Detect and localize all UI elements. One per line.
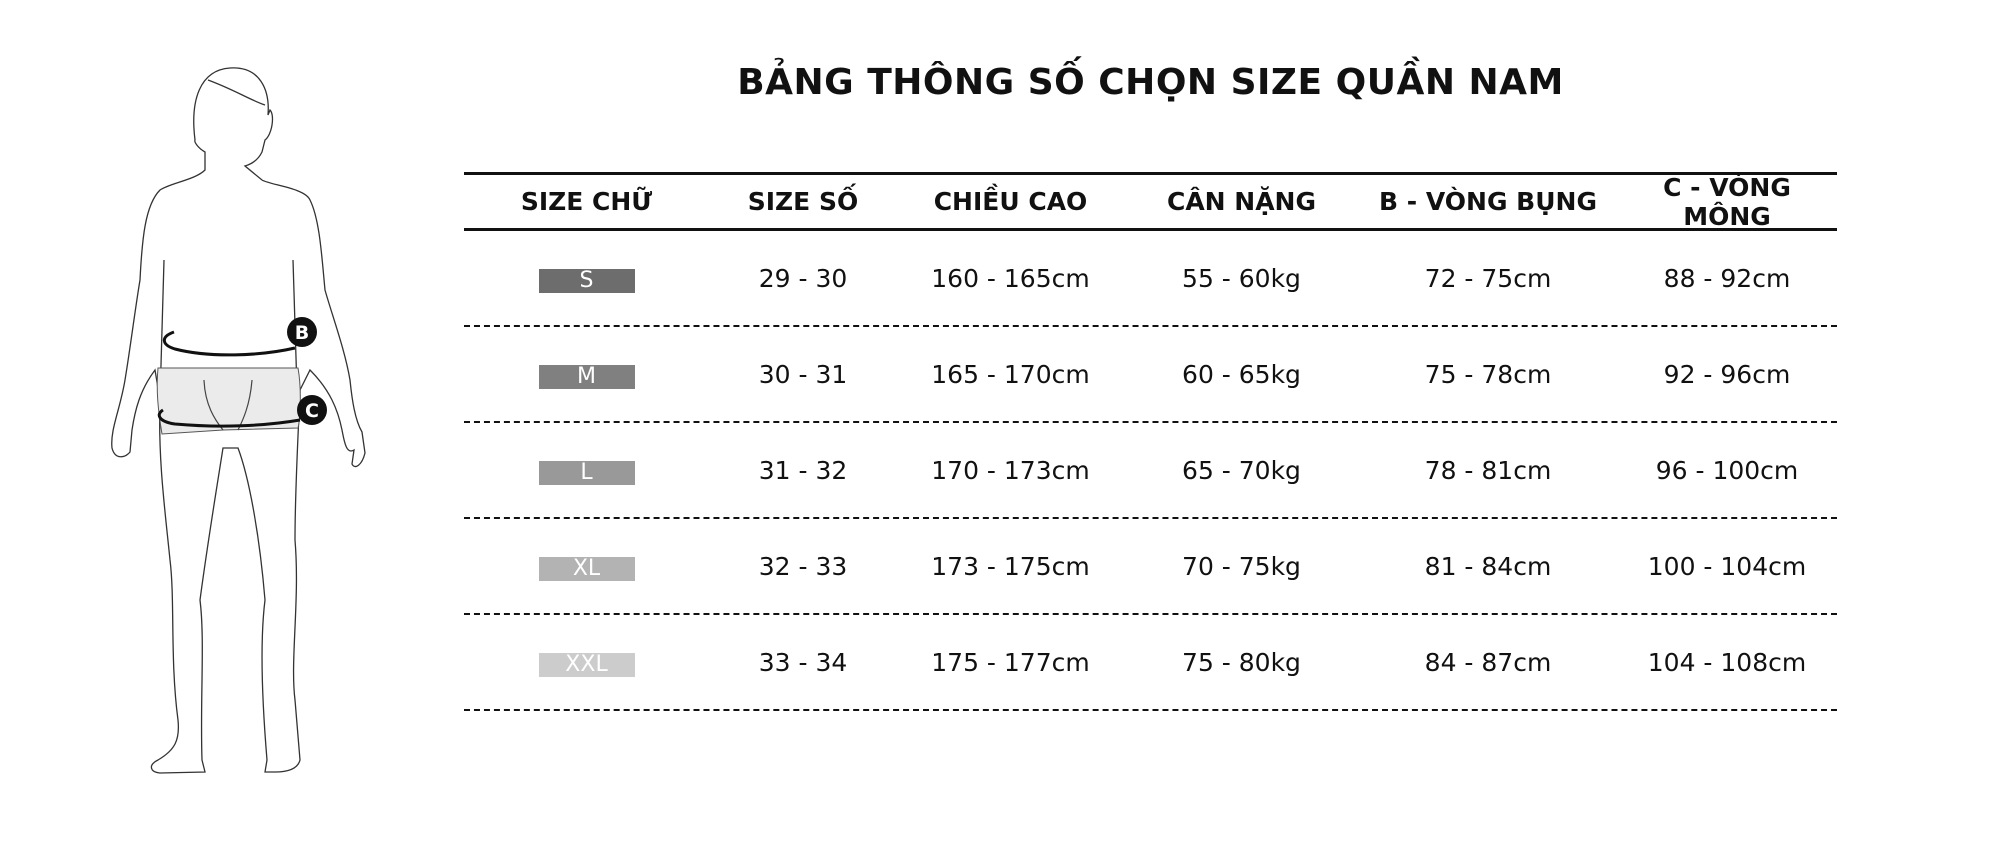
body-measurement-figure: B C: [111, 67, 366, 774]
table-row: M 30 - 31 165 - 170cm 60 - 65kg 75 - 78cm 92 …: [464, 327, 1837, 423]
cell-hip-range: 96 - 100cm: [1655, 455, 1799, 485]
hair-line: [207, 79, 266, 106]
cell-size-number: 33 - 34: [758, 647, 848, 677]
cell-size-badge: XXL: [464, 648, 709, 677]
cell-size-number: 29 - 30: [758, 263, 848, 293]
hip-measure-line: [157, 408, 301, 428]
svg-text:C: C: [305, 400, 319, 422]
size-table: SIZE CHỮ SIZE SỐ CHIỀU CAO CÂN NẶNG B - …: [464, 172, 1837, 711]
cell-hip-range: 88 - 92cm: [1663, 263, 1791, 293]
body-outline: [111, 67, 366, 774]
header-bottom-rule: [464, 228, 1837, 231]
cell-hip-range: 104 - 108cm: [1647, 647, 1807, 677]
table-row: XL 32 - 33 173 - 175cm 70 - 75kg 81 - 84cm 10…: [464, 519, 1837, 615]
header-top-rule: [464, 172, 1837, 175]
cell-weight-range: 60 - 65kg: [1182, 359, 1301, 389]
cell-waist-range: 75 - 78cm: [1424, 359, 1552, 389]
cell-size-number: 32 - 33: [758, 551, 848, 581]
size-badge: S: [538, 268, 635, 293]
table-row: S 29 - 30 160 - 165cm 55 - 60kg 72 - 75cm 88 …: [464, 231, 1837, 327]
size-badge: XL: [538, 556, 635, 581]
cell-height-range: 173 - 175cm: [931, 551, 1090, 581]
cell-size-badge: XL: [464, 552, 709, 581]
header-hip: C - VÒNG MÔNG: [1663, 172, 1791, 231]
cell-height-range: 165 - 170cm: [931, 359, 1090, 389]
header-waist: B - VÒNG BỤNG: [1379, 187, 1597, 216]
cell-waist-range: 72 - 75cm: [1424, 263, 1552, 293]
page-title: BẢNG THÔNG SỐ CHỌN SIZE QUẦN NAM: [737, 62, 1564, 103]
cell-weight-range: 65 - 70kg: [1182, 455, 1301, 485]
cell-waist-range: 84 - 87cm: [1424, 647, 1552, 677]
size-badge: M: [538, 364, 635, 389]
waist-measure-line: [162, 330, 296, 357]
cell-waist-range: 81 - 84cm: [1424, 551, 1552, 581]
cell-hip-range: 100 - 104cm: [1647, 551, 1807, 581]
svg-text:B: B: [295, 322, 309, 344]
cell-height-range: 170 - 173cm: [931, 455, 1090, 485]
cell-height-range: 160 - 165cm: [931, 263, 1090, 293]
cell-size-badge: L: [464, 456, 709, 485]
table-row: L 31 - 32 170 - 173cm 65 - 70kg 78 - 81cm 96 …: [464, 423, 1837, 519]
marker-c: C: [297, 395, 327, 425]
cell-waist-range: 78 - 81cm: [1424, 455, 1552, 485]
cell-size-number: 31 - 32: [758, 455, 848, 485]
cell-size-badge: M: [464, 360, 709, 389]
cell-weight-range: 55 - 60kg: [1182, 263, 1301, 293]
size-badge: XXL: [538, 652, 635, 677]
cell-hip-range: 92 - 96cm: [1663, 359, 1791, 389]
header-height: CHIỀU CAO: [933, 187, 1088, 216]
header-size-number: SIZE SỐ: [747, 187, 859, 216]
size-badge: L: [538, 460, 635, 485]
cell-size-number: 30 - 31: [758, 359, 848, 389]
header-size-letter: SIZE CHỮ: [520, 187, 653, 216]
cell-height-range: 175 - 177cm: [931, 647, 1090, 677]
cell-weight-range: 75 - 80kg: [1182, 647, 1301, 677]
marker-b: B: [287, 317, 317, 347]
table-header: SIZE CHỮ SIZE SỐ CHIỀU CAO CÂN NẶNG B - …: [464, 172, 1837, 231]
cell-weight-range: 70 - 75kg: [1182, 551, 1301, 581]
header-weight: CÂN NẶNG: [1166, 187, 1317, 216]
cell-size-badge: S: [464, 264, 709, 293]
table-row: XXL 33 - 34 175 - 177cm 75 - 80kg 84 - 87cm 1…: [464, 615, 1837, 711]
